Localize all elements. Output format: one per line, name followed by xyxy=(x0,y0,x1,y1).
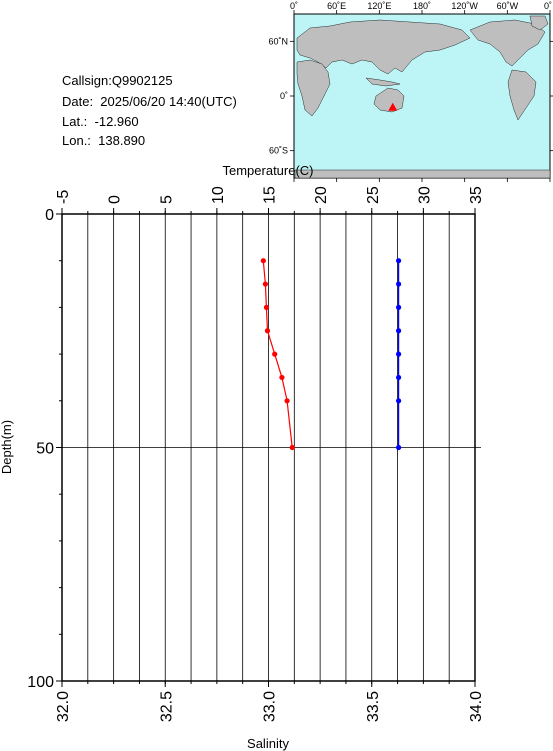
temperature-data-point xyxy=(272,351,278,357)
temperature-data-point xyxy=(263,304,270,310)
salinity-data-point xyxy=(395,258,402,264)
callsign-text: Callsign:Q9902125 xyxy=(62,73,173,88)
salinity-tick-label: 32.5 xyxy=(158,691,175,722)
north-america-land xyxy=(469,19,546,67)
map-longitude-label: 120˚W xyxy=(451,1,478,11)
temperature-data-point xyxy=(279,374,285,381)
temperature-data-point xyxy=(289,444,295,451)
temperature-data-point xyxy=(260,258,266,264)
temperature-tick-label: 10 xyxy=(210,186,227,204)
map-longitude-label: 180˚ xyxy=(413,1,431,11)
latitude-text: Lat.: -12.960 xyxy=(62,114,139,129)
salinity-tick-label: 33.5 xyxy=(365,691,382,722)
greenland-land xyxy=(529,15,549,31)
temperature-tick-label: 15 xyxy=(262,186,279,204)
temperature-tick-label: 0 xyxy=(107,195,124,204)
date-text: Date: 2025/06/20 14:40(UTC) xyxy=(62,94,237,109)
location-map: 0˚ 60˚E 120˚E 180˚ 120˚W 60˚W 0˚ 60˚N 0˚ 60˚S xyxy=(268,1,553,182)
temperature-tick-label: 5 xyxy=(158,195,175,204)
temperature-data-point xyxy=(262,281,269,287)
chart-series xyxy=(260,258,402,451)
salinity-data-point xyxy=(395,398,402,404)
salinity-tick-label: 34.0 xyxy=(468,691,485,722)
map-longitude-label: 60˚W xyxy=(497,1,519,11)
africa-land xyxy=(296,59,331,117)
temperature-data-point xyxy=(284,398,290,404)
depth-tick-label: 100 xyxy=(27,674,54,691)
temperature-tick-label: -5 xyxy=(55,190,72,204)
map-longitude-label: 0˚ xyxy=(290,1,298,11)
salinity-axis-label: Salinity xyxy=(247,736,289,751)
depth-axis-label: Depth(m) xyxy=(0,420,14,474)
salinity-tick-label: 32.0 xyxy=(55,691,72,722)
map-latitude-label: 60˚N xyxy=(268,36,288,46)
longitude-text: Lon.: 138.890 xyxy=(62,133,146,148)
salinity-data-point xyxy=(395,328,402,334)
salinity-data-point xyxy=(395,281,402,287)
temperature-profile-line xyxy=(262,260,293,448)
map-latitude-label: 60˚S xyxy=(269,146,288,156)
salinity-data-point xyxy=(395,304,402,310)
map-longitude-label: 0˚ xyxy=(544,1,552,11)
plot-frame xyxy=(61,213,476,682)
map-latitude-labels: 60˚N 0˚ 60˚S xyxy=(268,36,288,155)
depth-axis: 0 50 100 xyxy=(27,207,62,691)
australia-land xyxy=(373,87,405,113)
map-longitude-labels: 0˚ 60˚E 120˚E 180˚ 120˚W 60˚W 0˚ xyxy=(290,1,552,11)
temperature-data-point xyxy=(264,328,271,334)
temperature-tick-label: 25 xyxy=(365,186,382,204)
chart-grid xyxy=(62,214,481,681)
indonesia-land xyxy=(365,77,401,87)
salinity-data-point xyxy=(395,351,402,357)
salinity-data-point xyxy=(395,444,402,451)
temperature-axis: -5 0 5 10 15 20 25 30 35 xyxy=(55,186,485,214)
temperature-tick-label: 30 xyxy=(416,186,433,204)
south-america-land xyxy=(507,69,537,121)
map-landmasses xyxy=(294,15,551,179)
depth-tick-label: 0 xyxy=(45,207,54,224)
map-longitude-label: 60˚E xyxy=(327,1,346,11)
temperature-tick-label: 20 xyxy=(313,186,330,204)
station-marker xyxy=(388,102,398,111)
temperature-axis-label: Temperature(C) xyxy=(222,163,313,178)
temperature-tick-label: 35 xyxy=(468,186,485,204)
map-latitude-label: 0˚ xyxy=(280,91,288,101)
map-frame-ticks xyxy=(290,10,553,182)
depth-tick-label: 50 xyxy=(36,441,54,458)
salinity-axis: 32.0 32.5 33.0 33.5 34.0 xyxy=(55,681,485,722)
salinity-tick-label: 33.0 xyxy=(262,691,279,722)
map-longitude-label: 120˚E xyxy=(367,1,391,11)
salinity-data-point xyxy=(395,374,402,381)
